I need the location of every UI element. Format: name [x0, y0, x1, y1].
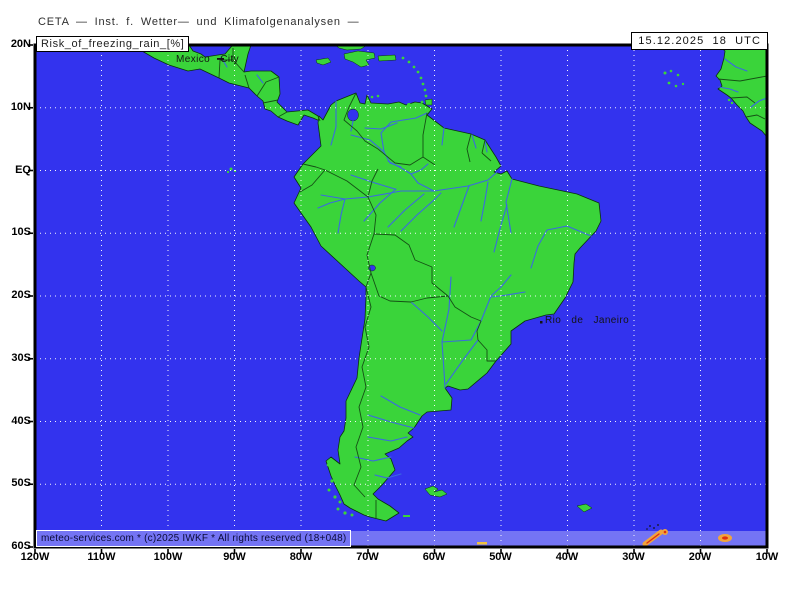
lat-label-30s: 30S: [11, 352, 31, 364]
lon-label-100w: 100W: [153, 551, 183, 563]
islands-cape-verde: [663, 69, 734, 105]
institution-header: CETA — Inst. f. Wetter— und Klimafolgena…: [38, 16, 360, 28]
islands-patagonia-fjords: [326, 463, 410, 517]
lakes-group: [347, 108, 376, 272]
lon-label-50w: 50W: [489, 551, 512, 563]
landmass-group: [128, 44, 768, 522]
lat-label-50s: 50S: [11, 477, 31, 489]
lon-label-40w: 40W: [555, 551, 579, 563]
lat-label-10n: 10N: [10, 101, 31, 113]
lon-label-80w: 80W: [289, 551, 313, 563]
landmass-west-africa: [715, 44, 768, 138]
graticule-group: [35, 45, 767, 547]
city-marker-rio-de-janeiro: [540, 321, 543, 324]
lon-label-70w: 70W: [356, 551, 379, 563]
lat-label-10s: 10S: [11, 226, 31, 238]
lon-label-120w: 120W: [20, 551, 50, 563]
risk-dash: [477, 542, 487, 545]
city-marker-mexico-city: [217, 58, 224, 60]
island-jamaica: [315, 57, 332, 66]
lon-label-20w: 20W: [688, 551, 712, 563]
lat-label-eq: EQ: [15, 164, 31, 176]
lon-label-60w: 60W: [422, 551, 446, 563]
map-frame: [33, 43, 769, 549]
variable-title-box: Risk_of_freezing_rain_[%]: [36, 36, 190, 52]
lat-label-60s: 60S: [11, 540, 31, 552]
map-canvas: [28, 43, 769, 554]
landmass-south-america: [293, 92, 602, 522]
lon-label-110w: 110W: [87, 551, 116, 563]
island-trinidad: [424, 98, 433, 106]
lon-label-10w: 10W: [755, 551, 779, 563]
datetime-box: 15.12.2025 18 UTC: [631, 32, 768, 50]
city-label-mexico-city: Mexico City: [176, 54, 240, 65]
lat-label-40s: 40S: [11, 415, 31, 427]
island-hispaniola: [343, 50, 376, 68]
city-markers-group: [217, 58, 543, 324]
lon-label-90w: 90W: [223, 551, 246, 563]
lat-label-20n: 20N: [10, 38, 31, 50]
island-puerto-rico: [377, 54, 397, 62]
island-south-georgia: [576, 503, 593, 513]
lon-label-30w: 30W: [622, 551, 645, 563]
lake-maracaibo: [347, 108, 359, 122]
risk-marks-group: [477, 524, 732, 547]
rivers-group: [220, 56, 768, 479]
city-label-rio-de-janeiro: Rio de Janeiro: [545, 315, 630, 326]
lat-label-20s: 20S: [11, 289, 31, 301]
axis-ticks-group: [28, 44, 768, 554]
landmass-central-america: [128, 44, 321, 126]
islands-falkland: [424, 485, 448, 498]
islands-lesser-antilles: [370, 56, 428, 107]
attribution-bar: meteo-services.com * (c)2025 IWKF * All …: [36, 530, 352, 547]
